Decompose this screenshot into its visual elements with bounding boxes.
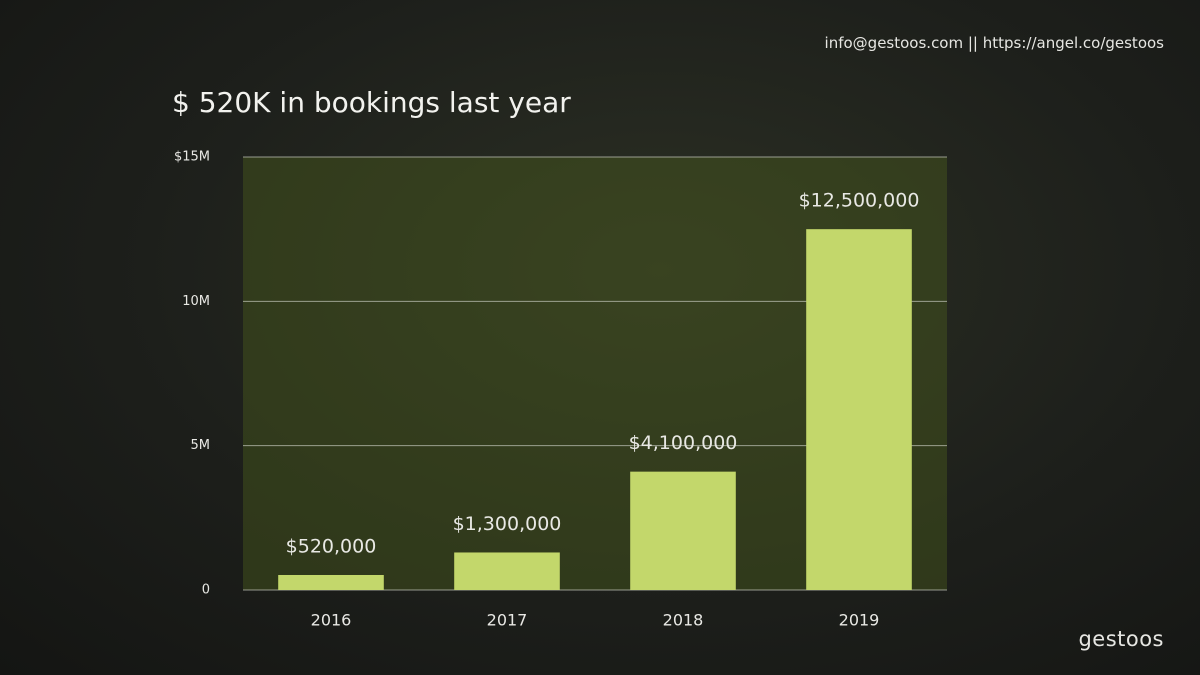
x-tick-label: 2016 [311,611,352,630]
chart-title: $ 520K in bookings last year [172,86,571,119]
bar [630,471,736,590]
x-tick-label: 2018 [663,611,704,630]
data-label: $12,500,000 [799,190,920,212]
x-tick-label: 2019 [839,611,880,630]
data-label: $1,300,000 [453,513,562,535]
y-tick-label: 0 [202,583,210,598]
data-label: $520,000 [286,535,377,557]
logo: gestoos [1078,627,1164,651]
y-tick-label: 5M [191,438,211,453]
contact-info: info@gestoos.com || https://angel.co/ges… [824,34,1164,52]
data-label: $4,100,000 [629,432,738,454]
y-tick-label: 10M [182,294,210,309]
x-tick-label: 2017 [487,611,528,630]
y-tick-label: $15M [174,150,210,165]
bar [278,574,384,590]
bar [454,552,560,590]
bar [806,229,912,590]
